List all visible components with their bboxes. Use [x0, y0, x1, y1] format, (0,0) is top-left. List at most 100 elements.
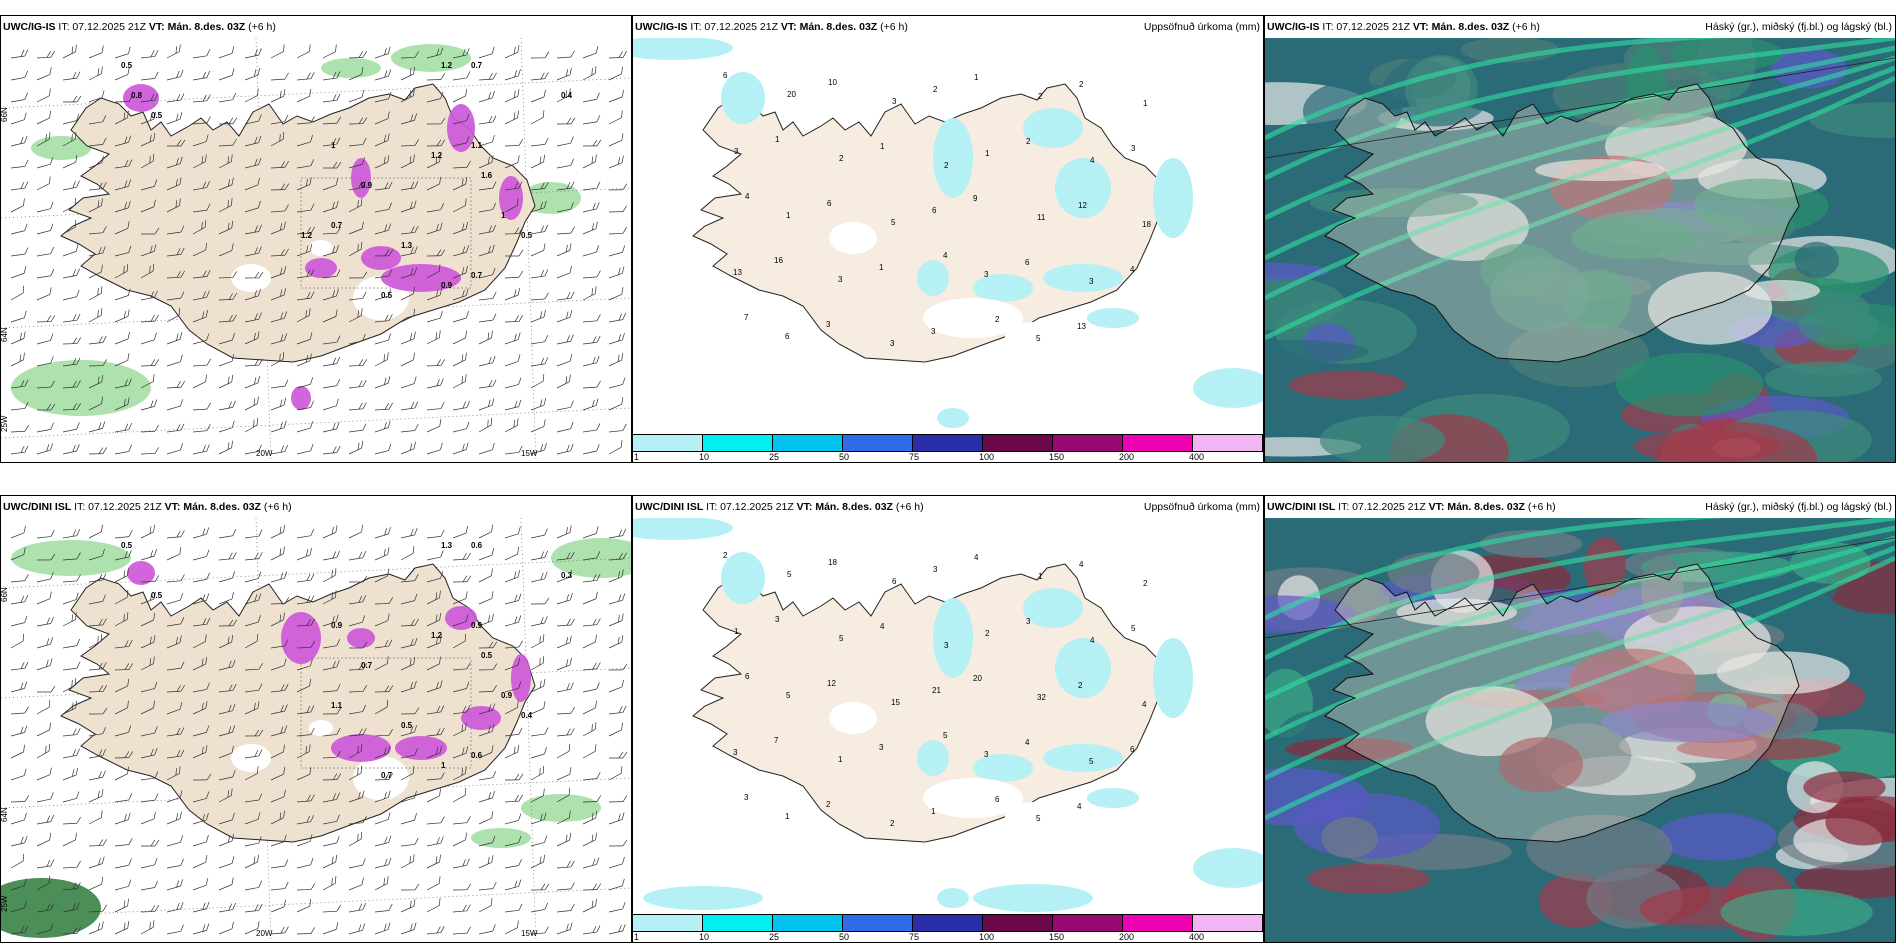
wind-barb	[374, 181, 393, 191]
precip-area-light	[933, 598, 973, 678]
wind-barb	[140, 71, 159, 81]
wind-barb	[504, 657, 521, 671]
iceland-coastline	[60, 83, 536, 363]
wind-barb	[192, 682, 210, 693]
wind-barb	[218, 812, 235, 825]
wind-value-label: 1.2	[431, 151, 443, 160]
wind-barb	[218, 571, 235, 583]
wind-value-label: 0.8	[131, 91, 143, 100]
wind-value-label: 0.5	[521, 231, 533, 240]
lat-label: 66N	[1, 587, 9, 602]
wind-value-label: 0.9	[331, 621, 343, 630]
wind-value-label: 0.7	[471, 271, 483, 280]
field-title: Háský (gr.), miðský (fj.bl.) og lágský (…	[1705, 501, 1892, 513]
lon-label: 15W	[521, 449, 538, 458]
colorbar-swatch	[983, 434, 1053, 452]
wind-barb	[348, 615, 366, 627]
convective-precip	[351, 158, 371, 198]
model-name: UWC/DINI ISL	[1267, 501, 1336, 513]
cloud-layer	[1654, 422, 1818, 462]
colorbar-label: 1	[634, 452, 640, 462]
wind-barb	[296, 135, 313, 147]
wind-barb	[296, 547, 312, 561]
wind-barb	[374, 685, 394, 693]
wind-barb	[140, 612, 156, 627]
wind-barb	[452, 71, 471, 81]
cloud-layer	[1809, 102, 1895, 138]
precip-area-light	[917, 740, 949, 776]
wind-barb	[140, 524, 155, 539]
wind-barb	[244, 396, 259, 411]
wind-value-label: 0.9	[471, 621, 483, 630]
wind-barb	[582, 634, 597, 649]
precip-area-light	[937, 888, 969, 908]
wind-barb	[348, 923, 366, 935]
wind-barb	[322, 44, 337, 59]
wind-barb	[166, 879, 183, 891]
wind-barb	[218, 333, 235, 345]
glacier-patch	[309, 720, 333, 736]
wind-barb	[296, 177, 312, 191]
wind-barb	[296, 400, 314, 411]
wind-barb	[218, 354, 235, 367]
wind-barb	[114, 568, 129, 583]
wind-barb	[270, 683, 289, 693]
precip-value-label: 3	[879, 743, 884, 752]
wind-barb	[608, 89, 625, 103]
wind-barb	[530, 51, 550, 59]
wind-barb	[426, 854, 441, 869]
wind-barb	[504, 139, 524, 147]
wind-barb	[348, 877, 364, 891]
wind-barb	[478, 115, 497, 125]
wind-barb	[426, 705, 445, 715]
wind-barb	[244, 836, 262, 847]
wind-barb	[296, 159, 315, 169]
colorbar-label: 10	[699, 932, 710, 942]
wind-barb	[10, 49, 29, 59]
wind-value-label: 0.7	[361, 661, 373, 670]
wind-barb	[348, 816, 367, 825]
wind-barb	[296, 443, 314, 455]
wind-barb	[36, 67, 52, 81]
wind-barb	[504, 903, 523, 913]
wind-barb	[556, 860, 575, 869]
wind-barb	[582, 202, 600, 213]
wind-barb	[478, 267, 496, 279]
wind-barb	[582, 139, 602, 147]
wind-barb	[504, 615, 522, 627]
wind-barb	[244, 662, 263, 671]
precip-area-light	[1087, 788, 1139, 808]
wind-barb	[504, 640, 523, 649]
wind-barb	[608, 155, 624, 169]
wind-barb	[296, 72, 315, 81]
precip-value-label: 13	[733, 268, 742, 277]
wind-barb	[452, 245, 470, 257]
wind-barb	[62, 380, 81, 389]
wind-barb	[218, 92, 237, 103]
wind-barb	[478, 613, 494, 627]
wind-barb	[36, 88, 51, 103]
wind-barb	[530, 72, 549, 81]
wind-barb	[556, 67, 572, 81]
precip-value-label: 32	[1037, 693, 1046, 702]
colorbar-swatch	[1123, 434, 1193, 452]
wind-barb	[322, 876, 337, 891]
wind-barb	[400, 922, 417, 935]
wind-barb	[322, 792, 340, 803]
wind-barb	[582, 722, 597, 737]
colorbar-label: 400	[1189, 932, 1205, 942]
wind-barb	[348, 359, 368, 367]
wind-barb	[140, 447, 160, 455]
wind-barb	[166, 593, 183, 605]
wind-barb	[166, 139, 186, 147]
cross-hatch-area	[300, 177, 472, 289]
wind-barb	[556, 922, 573, 935]
wind-barb	[270, 44, 285, 59]
wind-barb	[10, 706, 29, 715]
wind-barb	[62, 882, 81, 891]
precip-value-label: 3	[890, 339, 895, 348]
wind-value-label: 0.7	[471, 61, 483, 70]
precip-shading	[31, 136, 91, 160]
wind-barb	[426, 635, 442, 649]
precip-area-light	[1055, 158, 1111, 218]
